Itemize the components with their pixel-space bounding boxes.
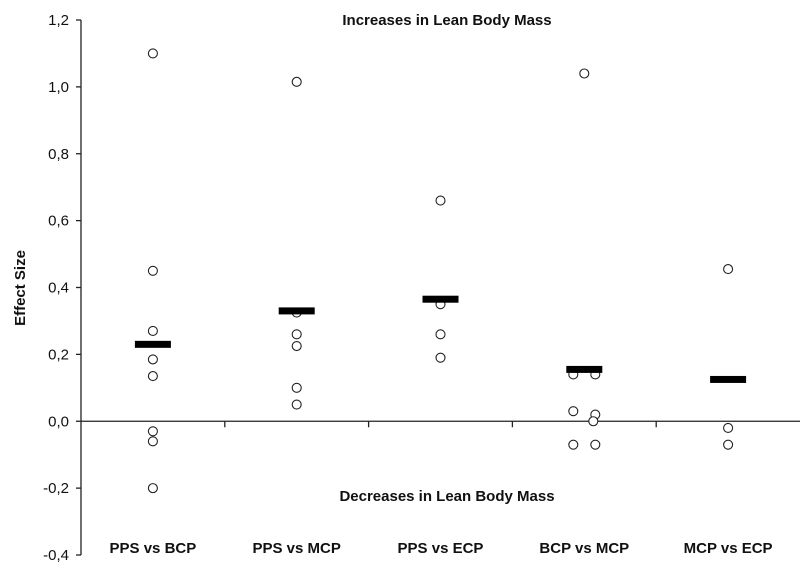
data-point (291, 329, 302, 340)
data-point (147, 48, 158, 59)
data-point (435, 352, 446, 363)
mean-markers (134, 295, 747, 383)
y-tick-label: 0,8 (48, 146, 69, 163)
data-point (147, 325, 158, 337)
data-point (147, 436, 158, 447)
bottom-annotation: Decreases in Lean Body Mass (339, 488, 554, 505)
mean-marker (134, 340, 171, 348)
data-point (147, 265, 158, 276)
data-point (147, 426, 158, 437)
y-tick-label: 0,4 (48, 280, 69, 297)
data-point (147, 371, 158, 382)
category-label: BCP vs MCP (539, 540, 629, 557)
data-point (590, 439, 601, 450)
data-point (147, 483, 158, 494)
mean-marker (278, 307, 315, 315)
data-points (147, 48, 734, 494)
y-tick-label: 0,2 (48, 346, 69, 363)
data-point (723, 264, 734, 275)
data-point (568, 439, 579, 450)
data-point (435, 195, 446, 206)
category-label: MCP vs ECP (684, 540, 773, 557)
y-tick-label: 1,2 (48, 12, 69, 29)
data-point (291, 399, 302, 410)
data-point (723, 422, 734, 433)
data-point (723, 439, 734, 450)
data-point (588, 416, 599, 427)
data-point (147, 354, 158, 365)
y-tick-label: 0,0 (48, 413, 69, 430)
data-point (435, 329, 446, 340)
mean-marker (566, 365, 603, 373)
category-label: PPS vs ECP (398, 540, 484, 557)
x-axis (81, 420, 800, 428)
mean-marker (710, 375, 747, 383)
data-point (291, 382, 302, 393)
data-point (291, 76, 302, 87)
category-label: PPS vs MCP (253, 540, 341, 557)
y-axis: -0,4 -0,2 0,0 0,2 0,4 0,6 0,8 1,0 1,2 (43, 12, 82, 564)
category-labels: PPS vs BCP PPS vs MCP PPS vs ECP BCP vs MCP… (110, 540, 773, 557)
top-annotation: Increases in Lean Body Mass (342, 12, 551, 29)
data-point (291, 340, 302, 352)
y-tick-label: 0,6 (48, 213, 69, 230)
mean-marker (422, 295, 459, 303)
data-point (568, 406, 579, 417)
y-tick-label: -0,4 (43, 547, 69, 564)
y-tick-label: -0,2 (43, 480, 69, 497)
y-tick-label: 1,0 (48, 79, 69, 96)
y-axis-title: Effect Size (12, 250, 29, 326)
category-label: PPS vs BCP (110, 540, 197, 557)
data-point (579, 68, 590, 79)
